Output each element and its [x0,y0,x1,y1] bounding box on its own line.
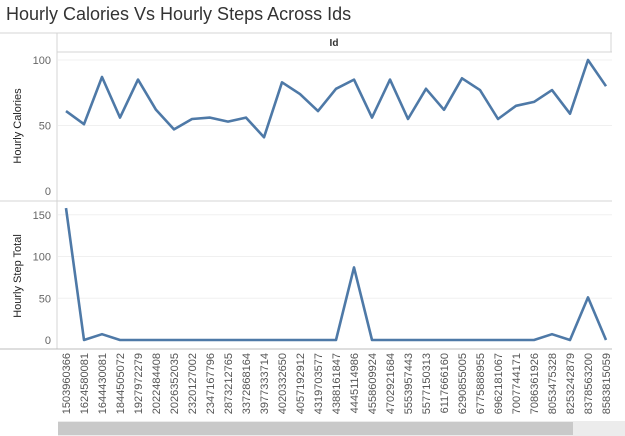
x-tick-label: 8583815059 [601,353,613,414]
x-tick-label: 7086361926 [529,353,541,414]
y-tick-label: 0 [45,335,51,347]
x-tick-label: 1844505072 [115,353,127,414]
y-tick-label: 100 [33,252,51,264]
steps-series-line [64,207,608,342]
horizontal-scrollbar[interactable] [58,421,625,436]
x-tick-label: 6117666160 [439,353,451,413]
y-tick-label: 50 [39,293,51,305]
x-tick-label: 1927972279 [133,353,145,414]
x-tick-label: 6775888955 [475,353,487,414]
calories-series-line [65,58,608,139]
x-tick-label: 4702921684 [385,353,397,414]
x-tick-label: 4558609924 [367,353,379,414]
x-tick-label: 4388161847 [331,353,343,414]
y-tick-label: 100 [33,55,51,67]
x-tick-label: 4445114986 [349,353,361,413]
x-tick-label: 6290855005 [457,353,469,414]
x-tick-label: 5577150313 [421,353,433,414]
gridlines [58,59,612,299]
x-tick-label: 2873212765 [223,353,235,414]
x-tick-label: 1503960366 [61,353,73,414]
x-tick-label: 8253242879 [565,353,577,414]
series-lines [64,58,608,342]
y-tick-label: 0 [45,186,51,198]
y-tick-label: 150 [33,210,51,222]
x-tick-label: 2347167796 [205,353,217,414]
x-tick-label: 1644430081 [97,353,109,414]
x-tick-label: 1624580081 [79,353,91,414]
scrollbar-thumb[interactable] [58,422,573,435]
y-tick-labels: 0 50 100 0 50 100 150 [33,55,51,347]
x-tick-label: 8378563200 [583,353,595,414]
y-axis-title-calories: Hourly Calories [12,88,24,164]
x-tick-label: 5553957443 [403,353,415,414]
x-tick-label: 2026352035 [169,353,181,414]
x-tick-label: 6962181067 [493,353,505,414]
x-tick-label: 7007744171 [511,353,523,414]
y-tick-label: 50 [39,121,51,133]
column-header-label: Id [330,38,339,49]
y-axis-title-steps: Hourly Step Total [12,234,24,318]
x-tick-label: 4057192912 [295,353,307,414]
x-tick-label: 8053475328 [547,353,559,414]
x-tick-labels: 1503960366 1624580081 1644430081 1844505072… [61,353,613,414]
x-tick-label: 2022484408 [151,353,163,414]
x-tick-label: 3977333714 [259,353,271,414]
x-tick-label: 4319703577 [313,353,325,414]
x-tick-label: 4020332650 [277,353,289,414]
chart-title: Hourly Calories Vs Hourly Steps Across I… [6,4,352,24]
x-tick-label: 3372868164 [241,353,253,414]
x-tick-label: 2320127002 [187,353,199,414]
